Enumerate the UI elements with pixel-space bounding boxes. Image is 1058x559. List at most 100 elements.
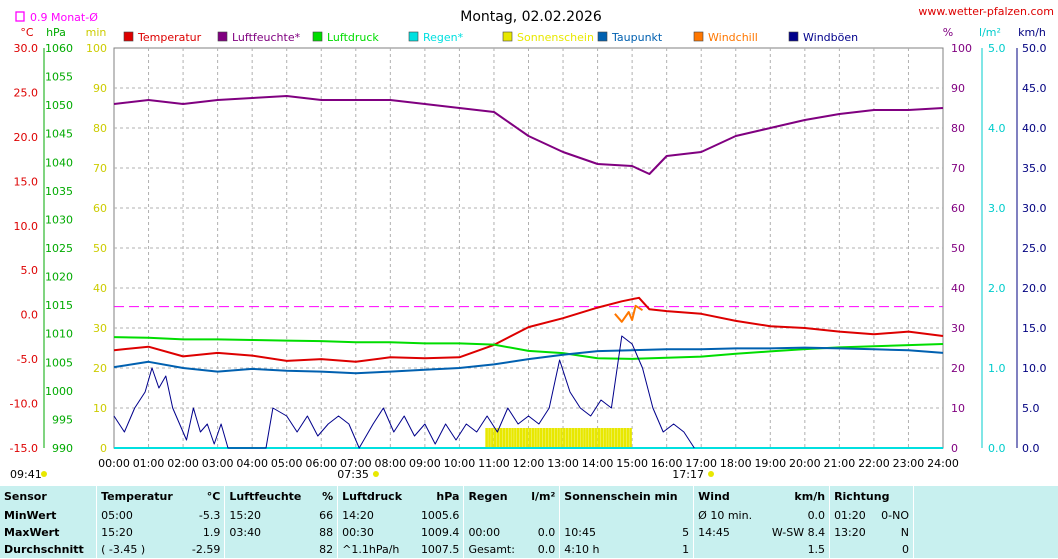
wind-tick-label: 5.0 — [1022, 402, 1040, 415]
wind-tick-label: 25.0 — [1022, 242, 1047, 255]
rain-min-time — [463, 507, 525, 524]
x-tick-label: 10:00 — [444, 457, 476, 470]
temp-max-value: 1.9 — [202, 526, 221, 539]
sunset-label: 17:17 — [672, 468, 704, 481]
temp-tick-label: 15.0 — [14, 175, 39, 188]
x-tick-label: 04:00 — [236, 457, 268, 470]
dir-max-time: 13:20 — [829, 524, 874, 541]
rain-tick-label: 1.0 — [988, 362, 1006, 375]
x-tick-label: 14:00 — [582, 457, 614, 470]
x-tick-label: 03:00 — [202, 457, 234, 470]
pressure-tick-label: 990 — [52, 442, 73, 455]
sunshine-bar — [583, 428, 586, 448]
site-link[interactable]: www.wetter-pfalzen.com — [918, 5, 1054, 18]
sunshine-bar — [525, 428, 529, 448]
sunshine-bar — [560, 428, 563, 448]
x-tick-label: 06:00 — [305, 457, 337, 470]
stats-row-max: MaxWert 15:20 1.9 03:40 88 00:30 1009.4 … — [0, 524, 1058, 541]
legend-label: Sonnenschein — [517, 31, 594, 44]
temp-axis-unit: °C — [20, 26, 34, 39]
wind-tick-label: 45.0 — [1022, 82, 1047, 95]
sunshine-bar — [537, 428, 540, 448]
sunshine-bar — [516, 428, 520, 448]
sunshine-bar — [551, 428, 555, 448]
rain-tick-label: 3.0 — [988, 202, 1006, 215]
sun-tick-label: 70 — [93, 162, 107, 175]
stats-header-humidity-unit: % — [322, 490, 334, 503]
wind-tick-label: 10.0 — [1022, 362, 1047, 375]
sunshine-bar — [491, 428, 494, 448]
stats-header-direction: Richtung — [829, 486, 914, 507]
sun-max-value: 5 — [682, 526, 690, 539]
stats-row-label: MaxWert — [4, 526, 60, 539]
sunshine-bar — [485, 428, 488, 448]
dir-max-value: N — [900, 526, 909, 539]
x-tick-label: 08:00 — [374, 457, 406, 470]
x-tick-label: 17:00 — [685, 457, 717, 470]
sunshine-bar — [557, 428, 560, 448]
sunshine-bar — [531, 428, 534, 448]
chart-grid — [113, 47, 944, 449]
legend-label: Regen* — [423, 31, 464, 44]
stats-header-pressure-unit: hPa — [436, 490, 460, 503]
humidity-tick-label: 60 — [951, 202, 965, 215]
sunshine-bar — [580, 428, 583, 448]
sunshine-bars — [485, 428, 632, 448]
temp-min-time: 05:00 — [96, 507, 185, 524]
stats-row-label: Durchschnitt — [4, 543, 84, 556]
temp-avg-time: ( -3.45 ) — [96, 541, 185, 558]
sunshine-bar — [488, 428, 491, 448]
sunshine-bar — [620, 428, 624, 448]
wind-avg-value: 1.5 — [807, 543, 826, 556]
stats-header-pressure: Luftdruck — [337, 486, 413, 507]
humidity-tick-label: 90 — [951, 82, 965, 95]
humidity-tick-label: 80 — [951, 122, 965, 135]
wind-min-value: 0.0 — [807, 509, 826, 522]
stats-row-label: MinWert — [4, 509, 57, 522]
stats-table: Sensor Temperatur °C Luftfeuchte % Luftd… — [0, 486, 1058, 558]
temp-max-time: 15:20 — [96, 524, 185, 541]
humidity-axis-unit: % — [943, 26, 953, 39]
legend-label: Luftdruck — [327, 31, 379, 44]
sunshine-bar — [603, 428, 606, 448]
sun-min-time — [559, 507, 659, 524]
humidity-tick-label: 70 — [951, 162, 965, 175]
sunshine-bar — [528, 428, 532, 448]
pressure-tick-label: 995 — [52, 413, 73, 426]
x-tick-label: 01:00 — [133, 457, 165, 470]
stats-header-row: Sensor Temperatur °C Luftfeuchte % Luftd… — [0, 486, 1058, 507]
pressure-tick-label: 1025 — [45, 242, 73, 255]
sun-avg-time: 4:10 h — [559, 541, 659, 558]
rain-max-time: 00:00 — [463, 524, 525, 541]
sunshine-bar — [594, 428, 598, 448]
stats-spacer — [913, 524, 1058, 541]
wind-avg-time — [693, 541, 762, 558]
x-tick-label: 02:00 — [167, 457, 199, 470]
pressure-tick-label: 1045 — [45, 128, 73, 141]
chart-title: Montag, 02.02.2026 — [460, 9, 602, 25]
wind-tick-label: 20.0 — [1022, 282, 1047, 295]
stats-spacer — [913, 541, 1058, 558]
sun-tick-label: 60 — [93, 202, 107, 215]
rain-tick-label: 2.0 — [988, 282, 1006, 295]
rain-min-value — [524, 507, 560, 524]
hum-min-value: 66 — [319, 509, 334, 522]
hum-avg-time — [224, 541, 314, 558]
legend-swatch — [217, 31, 228, 42]
legend-swatch — [788, 31, 799, 42]
pressure-tick-label: 1005 — [45, 356, 73, 369]
stats-row-min: MinWert 05:00 -5.3 15:20 66 14:20 1005.6… — [0, 507, 1058, 524]
humidity-tick-label: 100 — [951, 42, 972, 55]
sunshine-bar — [597, 428, 601, 448]
humidity-tick-label: 10 — [951, 402, 965, 415]
wind-max-value: W-SW 8.4 — [771, 526, 826, 539]
temp-tick-label: -15.0 — [10, 442, 38, 455]
monthly-avg-icon — [15, 11, 25, 22]
temp-tick-label: 0.0 — [21, 309, 39, 322]
pressure-tick-label: 1055 — [45, 71, 73, 84]
pressure-tick-label: 1040 — [45, 156, 73, 169]
temperatur-series — [113, 296, 944, 363]
sun-tick-label: 40 — [93, 282, 107, 295]
wind-tick-label: 35.0 — [1022, 162, 1047, 175]
pressure-axis-unit: hPa — [46, 26, 66, 39]
